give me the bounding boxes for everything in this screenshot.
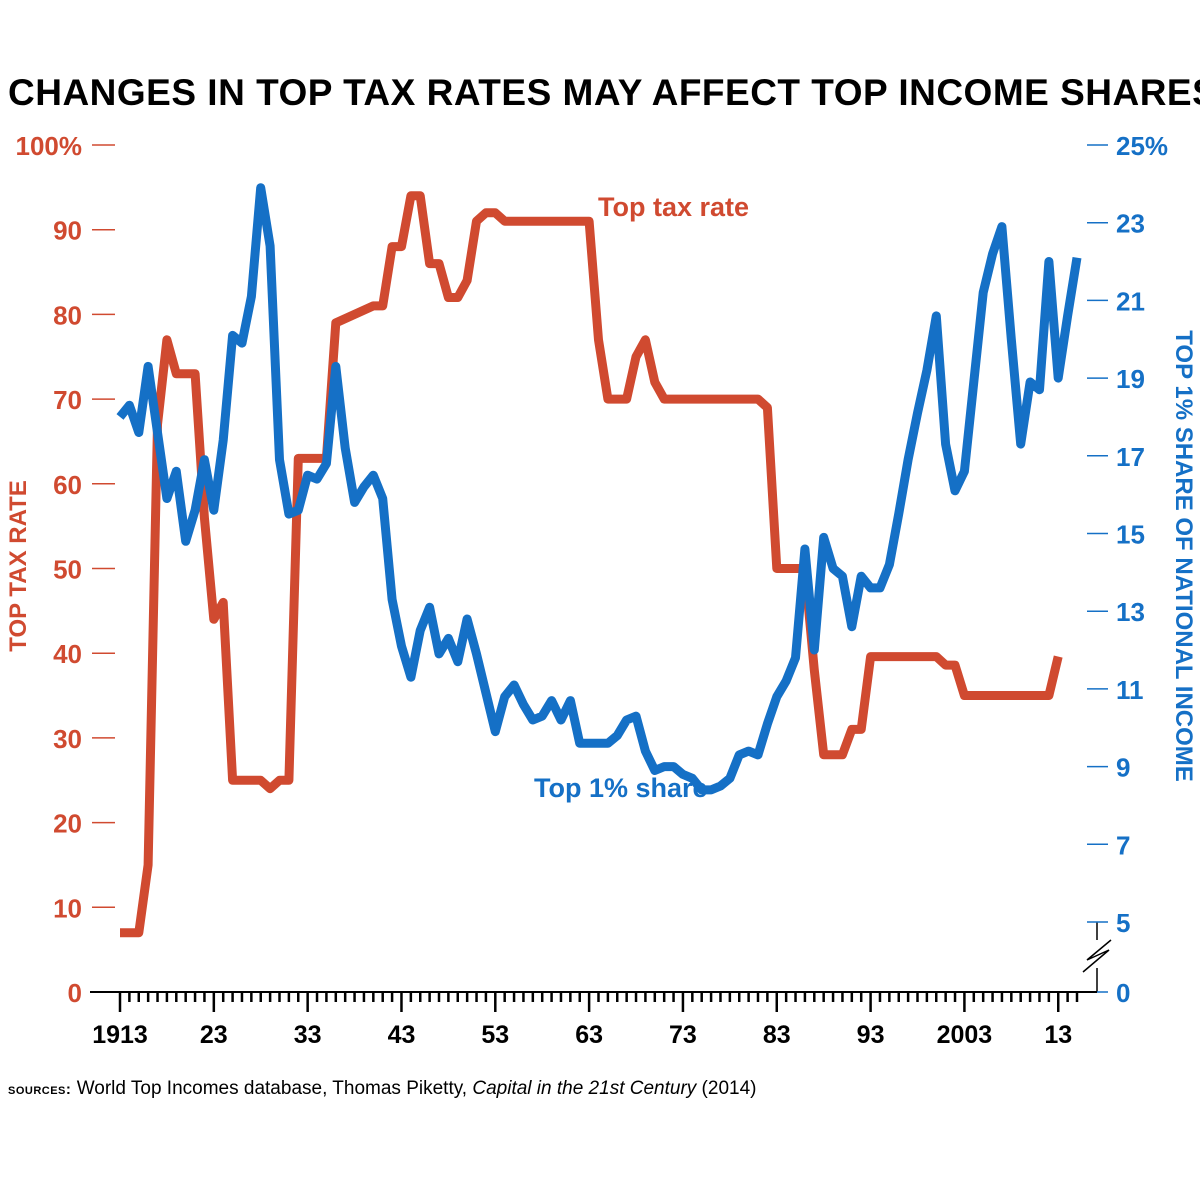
source-text: World Top Incomes database, Thomas Piket… [76, 1078, 473, 1099]
x-axis: 1913 23 33 43 53 63 73 83 93 2003 13 [90, 991, 1097, 1049]
right-tick-label: 15 [1116, 520, 1145, 550]
x-tick-label: 63 [575, 1021, 603, 1049]
left-tick-label: 30 [53, 724, 82, 754]
left-axis: 0 10 20 30 40 50 60 70 80 90 100% TOP TAX RATE [5, 131, 115, 1008]
x-tick-label: 1913 [92, 1021, 148, 1049]
left-tick-label: 40 [53, 639, 82, 669]
left-tick-label: 0 [68, 978, 82, 1008]
left-tick-label: 60 [53, 470, 82, 500]
source-line: SOURCES: World Top Incomes database, Tho… [8, 1078, 756, 1100]
source-label: SOURCES: [8, 1081, 72, 1098]
top-tax-rate-line [120, 191, 1063, 938]
right-tick-label: 7 [1116, 830, 1130, 860]
x-tick-label: 2003 [937, 1021, 993, 1049]
right-axis-label: TOP 1% SHARE OF NATIONAL INCOME [1170, 330, 1197, 782]
x-tick-label: 43 [388, 1021, 416, 1049]
x-tick-label: 53 [481, 1021, 509, 1049]
left-tick-label: 10 [53, 893, 82, 923]
right-tick-label: 25% [1116, 131, 1168, 161]
left-axis-label: TOP TAX RATE [5, 480, 32, 652]
source-book-title: Capital in the 21st Century [472, 1078, 697, 1099]
right-tick-label: 19 [1116, 364, 1145, 394]
x-tick-label: 73 [669, 1021, 697, 1049]
x-tick-label: 33 [294, 1021, 322, 1049]
series-layer [116, 183, 1082, 938]
x-tick-label: 13 [1044, 1021, 1072, 1049]
right-tick-label: 5 [1116, 908, 1130, 938]
left-tick-label: 50 [53, 555, 82, 585]
x-tick-label: 83 [763, 1021, 791, 1049]
left-tick-label: 70 [53, 385, 82, 415]
tax-series-label: Top tax rate [598, 192, 749, 222]
x-tick-label: 23 [200, 1021, 228, 1049]
top-share-line [116, 183, 1082, 795]
right-tick-label: 11 [1116, 675, 1144, 705]
left-tick-label: 20 [53, 809, 82, 839]
share-series-label: Top 1% share [534, 773, 708, 803]
x-tick-label: 93 [857, 1021, 885, 1049]
right-tick-label: 23 [1116, 209, 1145, 239]
left-tick-label: 80 [53, 300, 82, 330]
right-tick-label: 9 [1116, 753, 1130, 783]
left-tick-label: 100% [16, 131, 83, 161]
right-tick-label: 17 [1116, 442, 1145, 472]
axis-break-icon [1082, 939, 1112, 973]
source-year: (2014) [696, 1078, 757, 1099]
right-tick-label: 21 [1116, 286, 1145, 316]
left-tick-label: 90 [53, 216, 82, 246]
right-axis: 0 5 7 9 11 13 15 17 19 21 23 25% TOP 1% SHARE OF NAT… [1082, 131, 1197, 1008]
chart-title: CHANGES IN TOP TAX RATES MAY AFFECT TOP … [8, 72, 1200, 113]
annotation-layer: Top tax rate Top 1% share [534, 192, 749, 803]
right-tick-label: 13 [1116, 597, 1145, 627]
right-tick-label: 0 [1116, 978, 1130, 1008]
